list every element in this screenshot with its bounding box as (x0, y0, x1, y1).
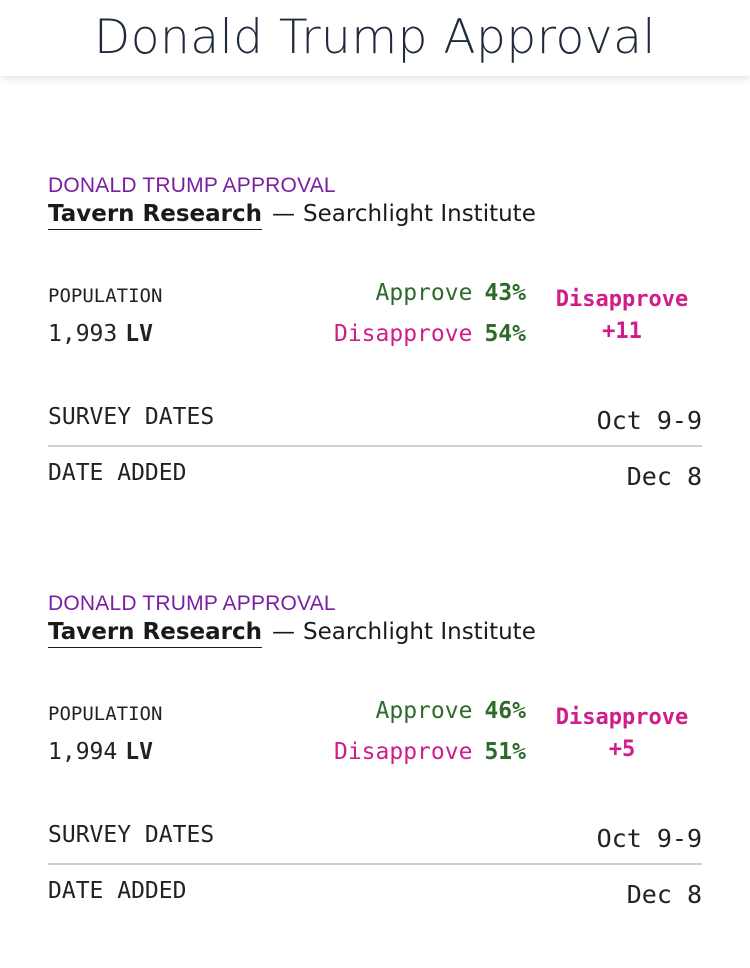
sponsor-name: Searchlight Institute (303, 201, 536, 227)
pollster-line: Tavern Research — Searchlight Institute (48, 619, 536, 648)
net-result: Disapprove +5 (542, 702, 702, 766)
survey-dates-value: Oct 9-9 (596, 406, 702, 435)
survey-dates-row: SURVEY DATES Oct 9-9 (48, 822, 702, 862)
disapprove-label: Disapprove (333, 739, 473, 765)
date-added-label: DATE ADDED (48, 878, 187, 904)
approve-result: Approve 43% (376, 280, 526, 306)
sponsor-name: Searchlight Institute (303, 619, 536, 645)
page-header: Donald Trump Approval (0, 0, 750, 76)
approve-pct: 43% (484, 280, 526, 306)
sample-size: 1,994 (48, 739, 118, 765)
disapprove-result: Disapprove 51% (334, 739, 526, 765)
disapprove-result: Disapprove 54% (334, 321, 526, 347)
net-label: Disapprove (555, 287, 689, 312)
population-value: 1,994 LV (48, 739, 153, 765)
date-added-row: DATE ADDED Dec 8 (48, 878, 702, 918)
approve-pct: 46% (484, 698, 526, 724)
population-type: LV (125, 739, 153, 765)
population-label: POPULATION (48, 285, 163, 307)
date-added-value: Dec 8 (626, 462, 702, 491)
date-added-label: DATE ADDED (48, 460, 187, 486)
approve-label: Approve (375, 698, 473, 724)
population-type: LV (125, 321, 153, 347)
poll-kicker: DONALD TRUMP APPROVAL (48, 592, 336, 615)
date-added-row: DATE ADDED Dec 8 (48, 460, 702, 500)
row-divider (48, 445, 702, 447)
approve-label: Approve (375, 280, 473, 306)
disapprove-pct: 54% (484, 321, 526, 347)
date-added-value: Dec 8 (626, 880, 702, 909)
survey-dates-row: SURVEY DATES Oct 9-9 (48, 404, 702, 444)
survey-dates-value: Oct 9-9 (596, 824, 702, 853)
pollster-line: Tavern Research — Searchlight Institute (48, 201, 536, 230)
net-value: +11 (602, 319, 642, 344)
net-result: Disapprove +11 (542, 284, 702, 348)
separator-dash: — (272, 619, 296, 645)
page-title: Donald Trump Approval (94, 10, 656, 65)
net-label: Disapprove (555, 705, 689, 730)
poll-kicker: DONALD TRUMP APPROVAL (48, 174, 336, 197)
survey-dates-label: SURVEY DATES (48, 822, 215, 848)
separator-dash: — (272, 201, 296, 227)
pollster-link[interactable]: Tavern Research (48, 619, 263, 648)
net-value: +5 (608, 737, 636, 762)
pollster-link[interactable]: Tavern Research (48, 201, 263, 230)
survey-dates-label: SURVEY DATES (48, 404, 215, 430)
population-label: POPULATION (48, 703, 163, 725)
disapprove-pct: 51% (484, 739, 526, 765)
sample-size: 1,993 (48, 321, 118, 347)
population-value: 1,993 LV (48, 321, 153, 347)
row-divider (48, 863, 702, 865)
approve-result: Approve 46% (376, 698, 526, 724)
disapprove-label: Disapprove (333, 321, 473, 347)
